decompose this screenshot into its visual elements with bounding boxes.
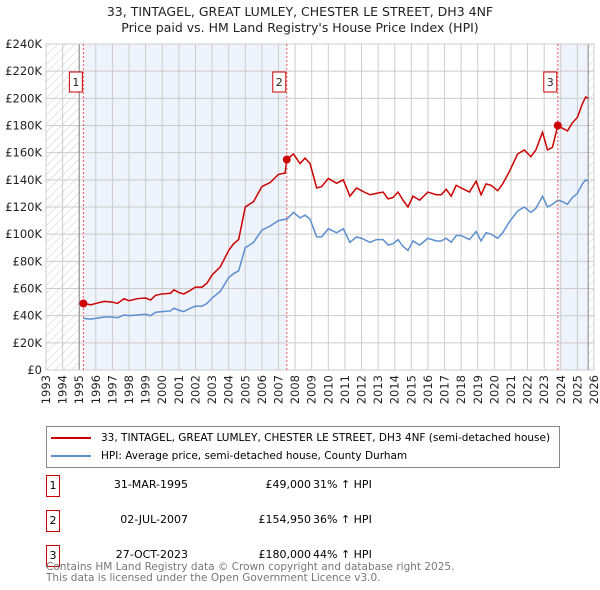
x-tick-label: 2006 — [255, 375, 269, 404]
transaction-row: 1 31-MAR-1995 £49,000 31% ↑ HPI — [46, 475, 546, 497]
legend-blue-swatch — [51, 455, 91, 457]
x-tick-label: 2022 — [521, 375, 535, 404]
x-tick-label: 2009 — [305, 375, 319, 404]
x-tick-label: 2025 — [570, 375, 584, 404]
property-price-line — [83, 95, 589, 306]
chart-title: 33, TINTAGEL, GREAT LUMLEY, CHESTER LE S… — [106, 4, 494, 19]
sale-price: £49,000 — [265, 478, 312, 491]
x-tick-label: 2005 — [238, 375, 252, 404]
sale-date: 31-MAR-1995 — [113, 478, 188, 491]
x-tick-label: 2026 — [587, 375, 600, 404]
x-tick-label: 2017 — [438, 375, 452, 404]
transaction-row: 3 27-OCT-2023 £180,000 44% ↑ HPI — [46, 545, 546, 567]
sale-label-box — [543, 71, 558, 93]
x-tick-label: 2015 — [404, 375, 418, 404]
y-tick-label: £40K — [13, 309, 43, 323]
x-tick-label: 2016 — [421, 375, 435, 404]
x-tick-label: 1999 — [139, 375, 153, 404]
x-tick-label: 2012 — [355, 375, 369, 404]
chart-subtitle: Price paid vs. HM Land Registry's House … — [121, 20, 479, 35]
x-tick-label: 2023 — [537, 375, 551, 404]
y-tick-label: £180K — [5, 119, 42, 133]
sale-label: 2 — [276, 76, 283, 89]
y-tick-label: £200K — [5, 91, 42, 105]
x-tick-label: 2011 — [338, 375, 352, 404]
sale-point — [79, 299, 88, 308]
y-tick-label: £160K — [5, 146, 42, 160]
x-tick-label: 1998 — [122, 375, 136, 404]
sale-hpi-diff: 44% ↑ HPI — [313, 548, 372, 561]
y-tick-label: £80K — [13, 254, 43, 268]
plot-border — [45, 43, 595, 371]
legend-red-swatch — [51, 437, 91, 439]
x-tick-label: 2003 — [205, 375, 219, 404]
footer-line2: This data is licensed under the Open Gov… — [46, 572, 381, 584]
x-tick-label: 2018 — [454, 375, 468, 404]
x-tick-label: 2010 — [321, 375, 335, 404]
sale-hpi-diff: 31% ↑ HPI — [313, 478, 372, 491]
price-chart: 1 2 3 £0 £20K £40K £60K £80K £100K £120K £140K £160… — [5, 37, 600, 404]
x-tick-label: 2013 — [371, 375, 385, 404]
sale-label: 3 — [547, 76, 554, 89]
x-tick-label: 2002 — [188, 375, 202, 404]
footer: Contains HM Land Registry data © Crown c… — [46, 562, 454, 584]
x-tick-label: 2024 — [554, 375, 568, 404]
x-tick-label: 2021 — [504, 375, 518, 404]
sale-badge: 3 — [46, 545, 60, 567]
sale-hpi-diff: 36% ↑ HPI — [313, 513, 372, 526]
x-tick-label: 2020 — [487, 375, 501, 404]
sale-point — [282, 155, 291, 164]
x-tick-label: 2001 — [172, 375, 186, 404]
y-tick-label: £20K — [13, 336, 43, 350]
y-tick-label: £100K — [5, 227, 42, 241]
sale-badge: 2 — [46, 510, 60, 532]
y-tick-label: £220K — [5, 64, 42, 78]
y-tick-label: £120K — [5, 200, 42, 214]
sale-date: 02-JUL-2007 — [120, 513, 188, 526]
x-tick-label: 1997 — [105, 375, 119, 404]
legend-property: 33, TINTAGEL, GREAT LUMLEY, CHESTER LE S… — [101, 432, 551, 444]
sale-label-box — [272, 71, 287, 93]
y-tick-label: £0 — [27, 363, 42, 377]
legend-hpi: HPI: Average price, semi-detached house,… — [101, 450, 408, 462]
sale-label: 1 — [72, 76, 79, 89]
x-tick-label: 2007 — [271, 375, 285, 404]
x-tick-label: 1993 — [39, 375, 53, 404]
sale-price: £180,000 — [258, 548, 312, 561]
sale-point — [553, 121, 562, 130]
sale-date: 27-OCT-2023 — [115, 548, 188, 561]
footer-line1: Contains HM Land Registry data © Crown c… — [46, 561, 455, 573]
x-tick-label: 1996 — [89, 375, 103, 404]
y-tick-label: £60K — [13, 282, 43, 296]
x-tick-label: 2008 — [288, 375, 302, 404]
y-tick-label: £140K — [5, 173, 42, 187]
legend: 33, TINTAGEL, GREAT LUMLEY, CHESTER LE S… — [46, 426, 560, 468]
transaction-row: 2 02-JUL-2007 £154,950 36% ↑ HPI — [46, 510, 546, 532]
x-tick-label: 2019 — [471, 375, 485, 404]
y-tick-label: £240K — [5, 37, 42, 51]
x-tick-label: 2004 — [222, 375, 236, 404]
x-tick-label: 2000 — [155, 375, 169, 404]
x-tick-label: 1995 — [72, 375, 86, 404]
sale-label-box — [68, 71, 83, 93]
sale-price: £154,950 — [258, 513, 312, 526]
hpi-line — [83, 178, 589, 320]
x-tick-label: 1994 — [56, 375, 70, 404]
x-tick-label: 2014 — [388, 375, 402, 404]
sale-badge: 1 — [46, 475, 60, 497]
